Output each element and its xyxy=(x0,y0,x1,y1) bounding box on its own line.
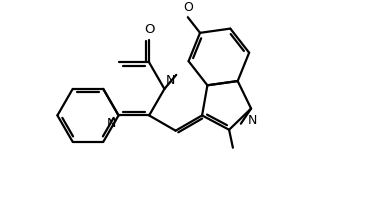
Text: O: O xyxy=(183,0,193,13)
Text: N: N xyxy=(166,74,176,87)
Text: N: N xyxy=(107,117,116,130)
Text: N: N xyxy=(248,114,257,127)
Text: O: O xyxy=(144,23,154,36)
